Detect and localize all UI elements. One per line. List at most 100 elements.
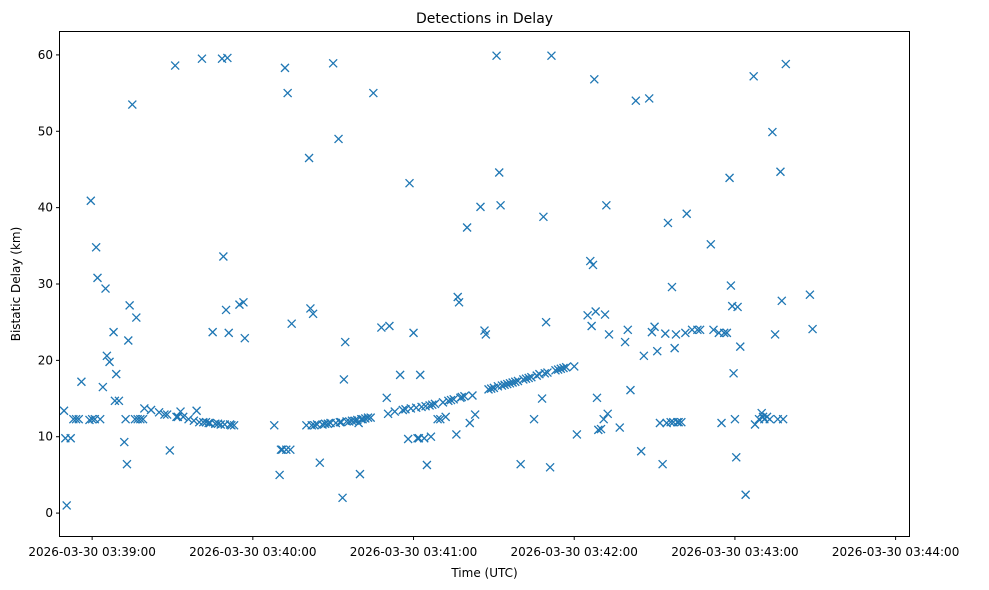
data-point — [719, 328, 729, 338]
x-axis-ticks: 2026-03-30 03:39:00 2026-03-30 03:40:00 20… — [28, 536, 959, 559]
data-point — [709, 325, 718, 335]
data-point — [706, 239, 716, 249]
data-point — [591, 307, 601, 316]
data-point — [395, 370, 405, 380]
data-markers — [59, 51, 818, 510]
data-point — [486, 384, 496, 394]
data-point — [672, 417, 682, 427]
y-axis-label: Bistatic Delay (km) — [9, 227, 23, 342]
data-point — [74, 414, 84, 424]
data-point — [66, 433, 76, 443]
data-point — [717, 418, 726, 428]
y-tick-label: 20 — [38, 353, 53, 367]
data-point — [676, 417, 686, 427]
data-point — [283, 88, 293, 98]
data-point — [125, 300, 135, 310]
x-tick-label: 2026-03-30 03:41:00 — [350, 545, 477, 559]
data-point — [631, 96, 641, 106]
data-point — [269, 420, 279, 430]
data-point — [216, 420, 226, 429]
data-point — [781, 59, 791, 69]
data-point — [162, 410, 172, 420]
data-point — [532, 371, 542, 381]
data-point — [524, 373, 534, 383]
data-point — [309, 420, 319, 430]
data-point — [529, 414, 539, 424]
x-axis-label: Time (UTC) — [450, 566, 517, 580]
data-point — [674, 417, 684, 427]
data-point — [224, 328, 234, 338]
data-point — [670, 343, 680, 353]
data-point — [492, 51, 502, 61]
data-point — [589, 74, 599, 84]
data-point — [497, 381, 507, 391]
data-point — [184, 414, 194, 424]
data-point — [559, 363, 568, 373]
data-point — [603, 409, 613, 419]
data-point — [636, 446, 646, 456]
data-point — [159, 410, 169, 420]
data-point — [127, 100, 137, 110]
data-point — [587, 321, 597, 331]
data-point — [652, 346, 662, 356]
data-point — [658, 459, 668, 469]
data-point — [95, 414, 105, 424]
data-point — [604, 329, 614, 339]
data-point — [355, 469, 365, 479]
data-point — [542, 368, 552, 378]
data-point — [454, 297, 464, 307]
data-point — [234, 300, 244, 310]
data-point — [585, 256, 595, 266]
data-point — [123, 336, 133, 345]
data-point — [110, 396, 120, 406]
data-point — [453, 292, 463, 302]
data-point — [93, 273, 102, 283]
data-point — [465, 418, 475, 428]
data-point — [59, 406, 69, 416]
data-point — [376, 323, 386, 332]
data-point — [572, 429, 582, 439]
data-point — [731, 452, 741, 462]
data-point — [308, 309, 318, 319]
data-point — [778, 414, 788, 424]
data-point — [131, 313, 141, 323]
data-point — [121, 414, 131, 424]
data-point — [593, 425, 603, 435]
y-tick-label: 0 — [45, 506, 53, 520]
data-point — [457, 392, 467, 402]
data-point — [315, 458, 325, 468]
data-point — [135, 414, 145, 424]
data-point — [596, 424, 606, 434]
data-point — [647, 327, 657, 337]
data-point — [750, 420, 760, 429]
data-point — [222, 53, 232, 63]
data-point — [540, 368, 550, 378]
data-point — [403, 434, 413, 444]
data-point — [280, 63, 290, 73]
data-point — [368, 88, 378, 98]
data-point — [513, 376, 523, 386]
data-point — [765, 414, 775, 424]
data-point — [623, 325, 633, 335]
y-axis-ticks: 0 10 20 30 40 50 60 — [38, 48, 60, 520]
data-point — [438, 397, 448, 407]
data-point — [105, 357, 115, 367]
data-point — [304, 153, 314, 163]
data-point — [435, 414, 445, 424]
data-point — [767, 127, 777, 137]
data-point — [102, 351, 112, 361]
data-point — [383, 409, 393, 419]
y-tick-label: 10 — [38, 430, 53, 444]
data-point — [626, 385, 635, 395]
data-point — [382, 393, 392, 403]
data-point — [109, 327, 119, 337]
data-point — [496, 200, 506, 210]
data-point — [459, 391, 469, 401]
data-point — [91, 242, 101, 252]
data-point — [119, 437, 129, 447]
data-point — [218, 252, 228, 261]
data-point — [114, 396, 124, 406]
data-point — [561, 362, 571, 372]
data-point — [427, 400, 437, 410]
